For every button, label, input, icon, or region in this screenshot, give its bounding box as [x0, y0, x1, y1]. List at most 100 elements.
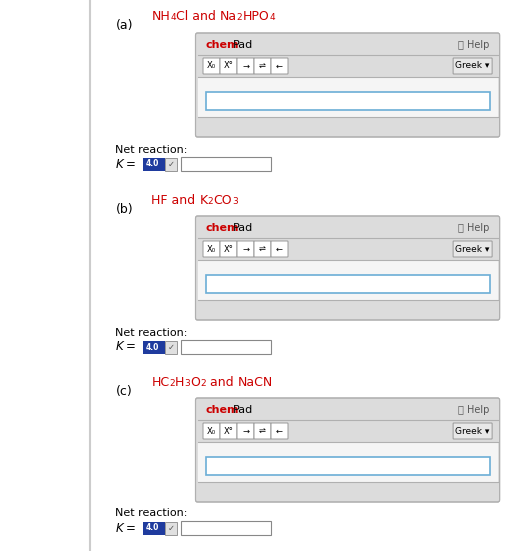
Text: ✓: ✓ [168, 159, 175, 169]
FancyBboxPatch shape [453, 241, 492, 257]
Text: $K$ =: $K$ = [115, 158, 136, 170]
Bar [182, 340, 271, 354]
Text: chem: chem [206, 223, 239, 233]
Text: ✓: ✓ [168, 523, 175, 532]
Text: Net reaction:: Net reaction: [115, 145, 188, 155]
Text: HF and: HF and [151, 194, 200, 207]
Text: Pad: Pad [232, 40, 253, 50]
Text: ⓘ Help: ⓘ Help [458, 223, 489, 233]
Text: chem: chem [206, 40, 239, 50]
FancyBboxPatch shape [254, 241, 271, 257]
Text: 2: 2 [200, 379, 206, 388]
Text: →: → [242, 62, 249, 71]
Text: Pad: Pad [232, 405, 253, 415]
Text: X₀: X₀ [207, 245, 216, 253]
Text: X°: X° [224, 426, 233, 435]
Bar [165, 158, 177, 170]
FancyBboxPatch shape [195, 33, 500, 137]
FancyBboxPatch shape [203, 241, 220, 257]
FancyBboxPatch shape [195, 398, 500, 502]
Text: X°: X° [224, 245, 233, 253]
Text: ⓘ Help: ⓘ Help [458, 405, 489, 415]
Text: ←: ← [276, 426, 283, 435]
Text: 4.0: 4.0 [146, 159, 159, 169]
FancyBboxPatch shape [203, 423, 220, 439]
Text: 4: 4 [269, 13, 274, 22]
FancyBboxPatch shape [237, 58, 254, 74]
FancyBboxPatch shape [203, 58, 220, 74]
Bar [206, 275, 489, 293]
FancyBboxPatch shape [271, 241, 288, 257]
FancyBboxPatch shape [254, 423, 271, 439]
FancyBboxPatch shape [237, 241, 254, 257]
Bar [198, 117, 498, 135]
Text: Pad: Pad [232, 223, 253, 233]
Text: $K$ =: $K$ = [115, 521, 136, 534]
Text: (a): (a) [115, 19, 133, 32]
FancyBboxPatch shape [453, 58, 492, 74]
FancyBboxPatch shape [220, 58, 237, 74]
Text: X₀: X₀ [207, 426, 216, 435]
Bar [144, 158, 165, 170]
Text: X₀: X₀ [207, 62, 216, 71]
FancyBboxPatch shape [271, 423, 288, 439]
Text: Greek ▾: Greek ▾ [456, 426, 490, 435]
FancyBboxPatch shape [220, 241, 237, 257]
Text: Na: Na [220, 10, 236, 23]
Text: ✓: ✓ [168, 343, 175, 352]
Text: 2: 2 [169, 379, 175, 388]
Text: Net reaction:: Net reaction: [115, 328, 188, 338]
Text: O: O [190, 376, 200, 389]
Text: 2: 2 [208, 197, 213, 206]
Bar [144, 521, 165, 534]
Text: H: H [175, 376, 185, 389]
Text: ⓘ Help: ⓘ Help [458, 40, 489, 50]
Text: →: → [242, 245, 249, 253]
Text: CO: CO [213, 194, 232, 207]
Bar [198, 260, 498, 300]
Text: Greek ▾: Greek ▾ [456, 245, 490, 253]
FancyBboxPatch shape [237, 423, 254, 439]
Text: Net reaction:: Net reaction: [115, 508, 188, 518]
Text: HC: HC [151, 376, 169, 389]
Bar [182, 521, 271, 535]
Text: 4: 4 [170, 13, 176, 22]
Bar [198, 482, 498, 500]
Text: 4.0: 4.0 [146, 523, 159, 532]
Text: ⇌: ⇌ [259, 62, 266, 71]
Text: ←: ← [276, 245, 283, 253]
FancyBboxPatch shape [271, 58, 288, 74]
Text: chem: chem [206, 405, 239, 415]
Text: HPO: HPO [242, 10, 269, 23]
Bar [206, 457, 489, 475]
Text: Greek ▾: Greek ▾ [456, 62, 490, 71]
Bar [198, 442, 498, 482]
Text: NaCN: NaCN [238, 376, 272, 389]
Bar [165, 521, 177, 534]
FancyBboxPatch shape [453, 423, 492, 439]
Text: 3: 3 [232, 197, 238, 206]
Text: 2: 2 [236, 13, 242, 22]
Bar [198, 300, 498, 318]
FancyBboxPatch shape [195, 216, 500, 320]
FancyBboxPatch shape [220, 423, 237, 439]
Text: K: K [200, 194, 208, 207]
FancyBboxPatch shape [254, 58, 271, 74]
Bar [182, 157, 271, 171]
Text: →: → [242, 426, 249, 435]
Bar [206, 92, 489, 110]
Text: X°: X° [224, 62, 233, 71]
Text: 4.0: 4.0 [146, 343, 159, 352]
Text: ⇌: ⇌ [259, 426, 266, 435]
Text: NH: NH [151, 10, 170, 23]
Text: Cl and: Cl and [176, 10, 220, 23]
Text: ⇌: ⇌ [259, 245, 266, 253]
Text: (b): (b) [115, 203, 133, 216]
Bar [198, 77, 498, 117]
Text: 3: 3 [185, 379, 190, 388]
Bar [165, 341, 177, 354]
Text: and: and [206, 376, 238, 389]
Bar [144, 341, 165, 354]
Text: ←: ← [276, 62, 283, 71]
Text: $K$ =: $K$ = [115, 341, 136, 354]
